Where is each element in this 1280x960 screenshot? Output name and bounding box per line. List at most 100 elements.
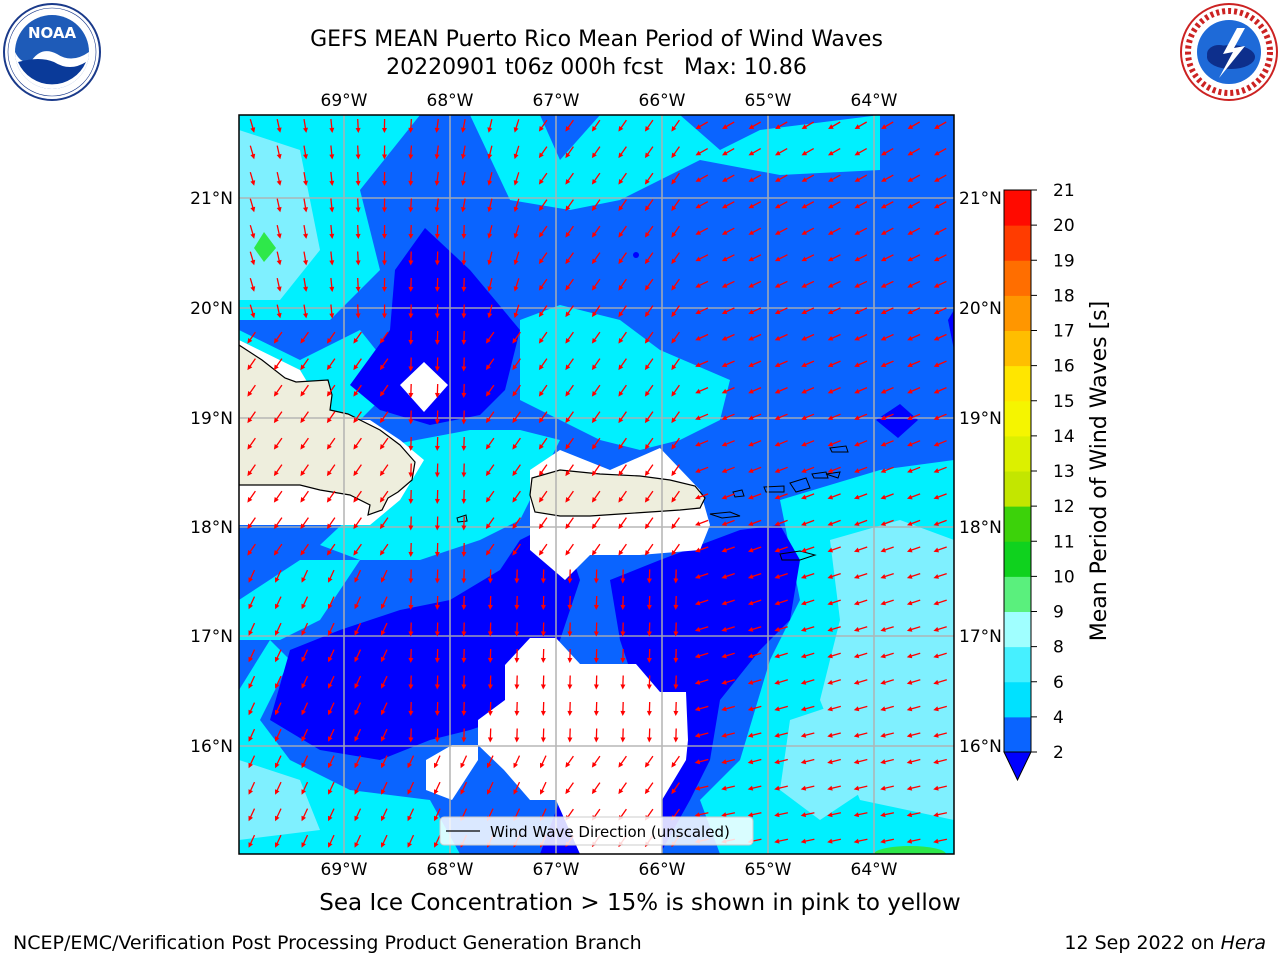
wind-wave-arrows: [247, 118, 948, 848]
wind-wave-arrow-head: [328, 656, 333, 663]
wind-wave-arrow-head: [721, 706, 727, 712]
wind-wave-arrow-head: [565, 788, 571, 795]
wind-wave-arrow-head: [644, 179, 650, 185]
wind-wave-arrow-head: [247, 497, 253, 503]
wind-wave-arrow-head: [774, 415, 781, 420]
wind-wave-arrow-head: [250, 312, 256, 319]
wind-wave-arrow-head: [275, 842, 280, 848]
wind-wave-arrow-head: [933, 600, 939, 606]
wind-wave-arrow-head: [854, 150, 861, 156]
wind-wave-arrow-head: [748, 468, 754, 473]
wind-wave-arrow-head: [880, 283, 887, 288]
wind-wave-arrow-head: [671, 497, 677, 503]
wind-wave-arrow-head: [408, 154, 414, 160]
wind-wave-arrow-head: [434, 313, 440, 319]
wind-wave-arrow-head: [485, 364, 491, 371]
wind-wave-arrow-head: [721, 547, 727, 553]
wind-wave-arrow-head: [880, 547, 886, 553]
wind-wave-arrow-head: [354, 683, 359, 689]
wind-wave-arrow-head: [513, 180, 519, 186]
deep-blue-region-east: [876, 404, 918, 438]
wind-wave-arrow-head: [620, 604, 626, 610]
light-cyan-region-sw: [239, 760, 320, 840]
wind-wave-arrow-head: [273, 391, 279, 397]
wind-wave-arrow-head: [933, 732, 939, 738]
wind-wave-arrow-head: [618, 762, 624, 768]
wind-wave-arrow-head: [461, 419, 467, 425]
wind-wave-arrow-head: [434, 339, 440, 345]
wind-wave-arrow-head: [408, 525, 414, 531]
wind-wave-arrow-head: [827, 679, 833, 685]
wind-wave-arrow-head: [933, 838, 939, 844]
wind-wave-arrow-head: [881, 150, 887, 156]
wind-wave-arrow-head: [382, 260, 387, 266]
wind-wave-arrow-head: [408, 286, 414, 292]
colorbar-segment: [1004, 646, 1031, 683]
wind-wave-arrow-head: [721, 812, 727, 818]
wind-wave-arrow-head: [618, 126, 624, 132]
wind-wave-arrow-head: [827, 547, 833, 553]
wind-wave-arrow-head: [880, 362, 887, 367]
wind-wave-arrow-head: [721, 600, 727, 606]
colorbar-tick-label: 10: [1053, 567, 1075, 587]
wind-wave-arrow-head: [565, 364, 571, 371]
wind-wave-arrow-head: [379, 497, 385, 503]
wind-wave-arrow-head: [907, 336, 913, 341]
wind-wave-arrow-head: [379, 444, 385, 450]
footer-date-text: 12 Sep 2022 on: [1064, 932, 1221, 954]
wind-wave-arrow-head: [381, 630, 386, 636]
wind-wave-arrow-head: [933, 415, 940, 420]
wind-wave-arrow-head: [591, 179, 597, 185]
wind-wave-arrow-head: [591, 126, 597, 132]
wind-wave-arrow-head: [434, 815, 439, 822]
wind-wave-arrow-head: [880, 203, 887, 209]
wind-wave-arrow-head: [933, 283, 940, 288]
colorbar-tick-label: 16: [1053, 357, 1075, 377]
colorbar-tick-label: 12: [1053, 497, 1075, 517]
wind-wave-arrow-head: [461, 604, 467, 610]
lon-label: 68°W: [427, 860, 474, 880]
lat-label: 19°N: [190, 409, 233, 429]
wind-wave-arrow-head: [721, 785, 727, 791]
island-culebra: [732, 489, 745, 498]
wind-wave-arrow-head: [618, 550, 624, 556]
wind-wave-arrow-head: [248, 577, 253, 583]
hispaniola-land: [239, 344, 416, 516]
wind-wave-arrow-head: [854, 362, 860, 367]
wind-wave-arrow-head: [694, 732, 701, 738]
wind-wave-arrow-head: [644, 311, 650, 318]
wind-wave-arrow-head: [933, 230, 940, 235]
st-croix: [779, 550, 817, 561]
wind-wave-arrow-head: [540, 657, 546, 663]
wind-wave-arrow-head: [827, 732, 833, 738]
wind-wave-arrow-head: [933, 441, 940, 447]
wind-wave-arrow-head: [273, 550, 279, 556]
wind-wave-arrow-head: [250, 127, 256, 133]
wind-wave-arrow-head: [379, 523, 385, 530]
wind-wave-arrow-head: [512, 497, 518, 503]
wind-wave-arrow-head: [695, 230, 701, 235]
wind-wave-arrow-head: [827, 256, 834, 262]
light-cyan-region-nw: [239, 130, 320, 300]
wind-wave-arrow-head: [721, 256, 728, 262]
wind-wave-arrow-head: [248, 630, 253, 636]
wind-wave-arrow-head: [695, 521, 701, 526]
wind-wave-arrow-head: [382, 313, 387, 319]
wind-wave-arrow-head: [774, 468, 781, 473]
wind-wave-arrow-head: [854, 468, 860, 473]
wind-wave-arrow-head: [461, 180, 466, 186]
colorbar-tick-label: 6: [1053, 673, 1064, 693]
wind-wave-arrow-head: [671, 762, 677, 768]
wind-wave-arrow-head: [800, 706, 807, 712]
wind-wave-arrow-head: [853, 732, 860, 738]
wind-wave-arrow-head: [461, 313, 467, 319]
wind-wave-arrow-head: [644, 258, 650, 265]
wind-wave-arrow-head: [748, 388, 754, 394]
wind-wave-arrow-head: [854, 494, 860, 500]
wind-wave-arrow-head: [880, 494, 887, 500]
wind-wave-arrow-head: [485, 523, 491, 530]
wind-wave-arrow-head: [250, 206, 256, 213]
wind-wave-arrow-head: [591, 497, 597, 503]
wind-wave-arrow-head: [853, 627, 860, 632]
wind-wave-arrow-head: [673, 737, 679, 743]
